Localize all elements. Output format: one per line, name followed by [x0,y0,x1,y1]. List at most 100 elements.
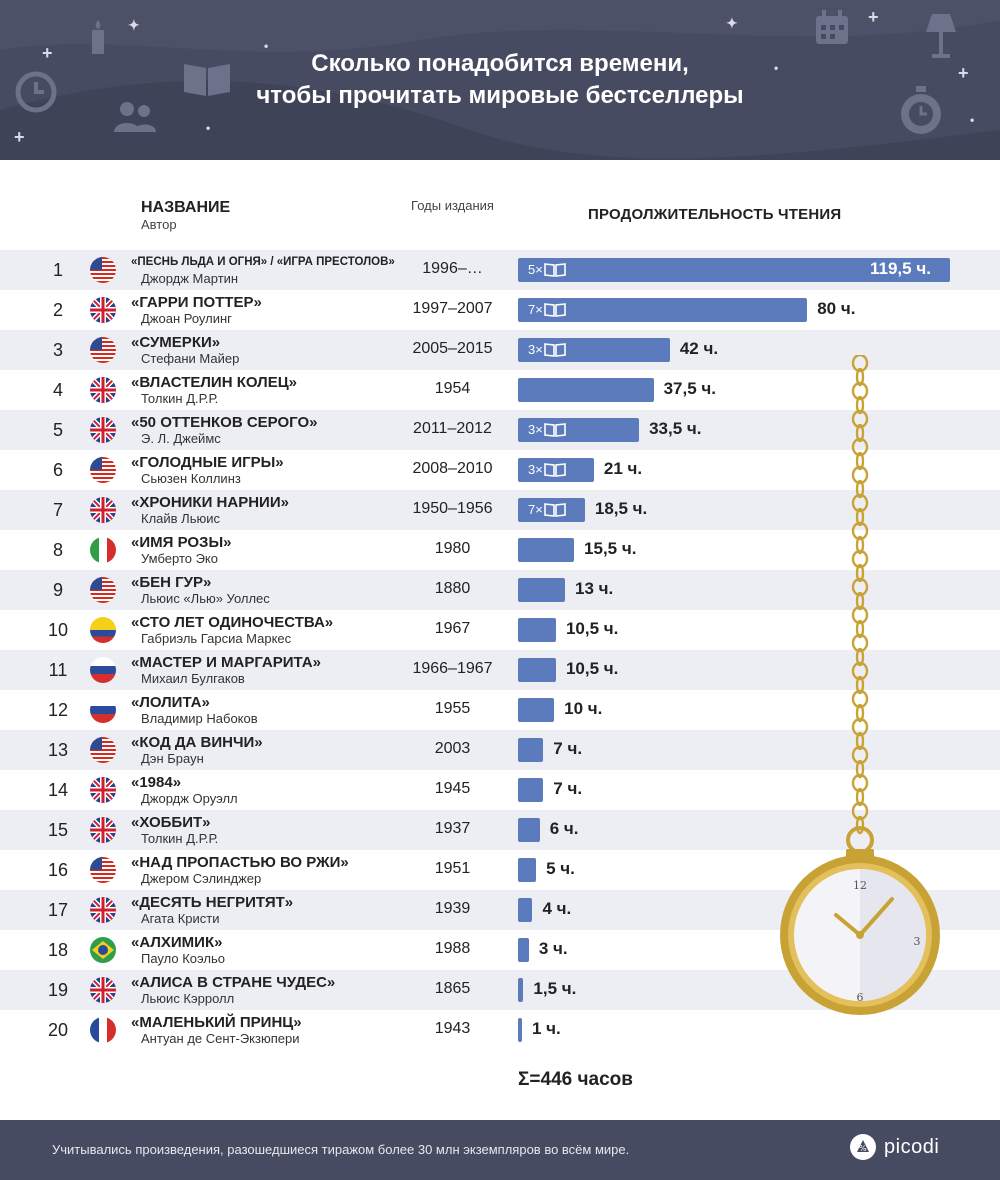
volume-count: 3× [528,462,566,477]
publication-years: 1988 [434,940,471,957]
duration-label: 3 ч. [538,939,568,958]
publication-years: 1950–1956 [412,500,493,517]
rank-number: 16 [47,860,69,880]
book-title: «НАД ПРОПАСТЬЮ ВО РЖИ» [131,854,349,871]
publication-years: 1945 [434,780,471,797]
flag-us-icon [90,737,116,763]
publication-years: 1980 [434,540,471,557]
book-author: Толкин Д.Р.Р. [141,831,219,846]
star-decoration: • [206,121,211,135]
book-title: «ГАРРИ ПОТТЕР» [131,294,262,311]
publication-years: 1939 [434,900,471,917]
volume-count-label: 7× [528,502,543,517]
table-row: 2 «ГАРРИ ПОТТЕР» Джоан Роулинг 1997–2007 7× 8… [0,290,1000,330]
table-row: 1 «ПЕСНЬ ЛЬДА И ОГНЯ» / «ИГРА ПРЕСТОЛОВ» Д… [0,250,1000,290]
chain-link [851,717,869,737]
duration-bar [518,418,640,442]
duration-label: 6 ч. [549,819,579,838]
volume-count: 7× [528,502,566,517]
book-title: «КОД ДА ВИНЧИ» [131,734,263,751]
duration-bar [518,978,524,1002]
book-author: Толкин Д.Р.Р. [141,391,219,406]
chain-link [851,773,869,793]
chain-link [851,605,869,625]
duration-bar [518,298,808,322]
flag-uk-icon [90,897,116,923]
flag-us-icon [90,457,116,483]
table-row: 16 «НАД ПРОПАСТЬЮ ВО РЖИ» Джером Сэлинджер… [0,850,1000,890]
duration-bar [518,738,544,762]
table-row: 11 «МАСТЕР И МАРГАРИТА» Михаил Булгаков 196… [0,650,1000,690]
picodi-logo-icon: % [850,1134,876,1160]
table-row: 4 «ВЛАСТЕЛИН КОЛЕЦ» Толкин Д.Р.Р. 1954 37,5 … [0,370,1000,410]
flag-fr-icon [90,1017,116,1043]
publication-years: 1937 [434,820,471,837]
duration-label: 10,5 ч. [565,619,619,638]
duration-bar [518,538,575,562]
chain-link [851,437,869,457]
book-title: «АЛИСА В СТРАНЕ ЧУДЕС» [131,974,336,991]
rank-number: 14 [47,780,69,800]
chain-link [855,647,865,667]
duration-label: 33,5 ч. [649,419,702,438]
duration-bar [518,378,654,402]
flag-uk-icon [90,817,116,843]
star-decoration: • [970,113,975,127]
book-author: Агата Кристи [141,911,220,926]
pocket-watch-illustration: 12 3 6 [780,355,940,1015]
rank-number: 19 [47,980,69,1000]
watch-minute-hand [858,897,894,937]
calendar-icon [816,10,848,44]
book-author: Джордж Мартин [141,271,239,286]
duration-label: 21 ч. [603,459,643,478]
rank-number: 1 [52,260,63,280]
duration-bar [518,938,529,962]
book-author: Клайв Льюис [141,511,220,526]
book-author: Джоан Роулинг [141,311,232,326]
people-icon [114,102,156,132]
book-title: «ВЛАСТЕЛИН КОЛЕЦ» [131,374,297,391]
duration-bar [518,1018,522,1042]
volume-count-label: 5× [528,262,543,277]
duration-label: 13 ч. [574,579,614,598]
book-author: Дэн Браун [141,751,204,766]
book-author: Антуан де Сент-Экзюпери [141,1031,300,1046]
duration-label: 80 ч. [817,299,856,318]
book-author: Э. Л. Джеймс [141,431,221,446]
book-title: «АЛХИМИК» [131,934,223,951]
rank-number: 3 [52,340,63,360]
book-title: «ДЕСЯТЬ НЕГРИТЯТ» [131,894,294,911]
volume-count-label: 7× [528,302,543,317]
flag-uk-icon [90,417,116,443]
book-title: «50 ОТТЕНКОВ СЕРОГО» [131,414,318,431]
duration-label: 42 ч. [679,339,719,358]
chain-link [855,367,865,387]
chain-link [855,787,865,807]
table-row: 15 «ХОББИТ» Толкин Д.Р.Р. 1937 6 ч. [0,810,1000,850]
book-title: «СУМЕРКИ» [131,334,221,351]
duration-label: 7 ч. [553,739,583,758]
publication-years: 1951 [434,860,471,877]
table-row: 3 «СУМЕРКИ» Стефани Майер 2005–2015 3× 42 ч. [0,330,1000,370]
duration-bar [518,578,565,602]
book-author: Габриэль Гарсиа Маркес [141,631,292,646]
duration-label: 15,5 ч. [584,539,637,558]
brand-logo[interactable]: % picodi [848,1132,939,1162]
column-header-duration: ПРОДОЛЖИТЕЛЬНОСТЬ ЧТЕНИЯ [588,206,842,223]
duration-label: 37,5 ч. [663,379,716,398]
table-row: 10 «СТО ЛЕТ ОДИНОЧЕСТВА» Габриэль Гарсиа М… [0,610,1000,650]
book-title: «ПЕСНЬ ЛЬДА И ОГНЯ» / «ИГРА ПРЕСТОЛОВ» [131,256,395,268]
candle-icon [92,20,104,54]
volume-count-label: 3× [528,422,543,437]
book-icon [544,262,566,277]
chain-link [855,591,865,611]
volume-count: 7× [528,302,566,317]
duration-label: 10 ч. [564,699,603,718]
chain-link [855,535,865,555]
watch-numeral-12: 12 [853,879,867,892]
rank-number: 12 [47,700,69,720]
rank-number: 11 [48,660,68,680]
chain-link [851,661,869,681]
book-title: «ХОББИТ» [131,814,211,831]
rank-number: 20 [47,1020,69,1040]
